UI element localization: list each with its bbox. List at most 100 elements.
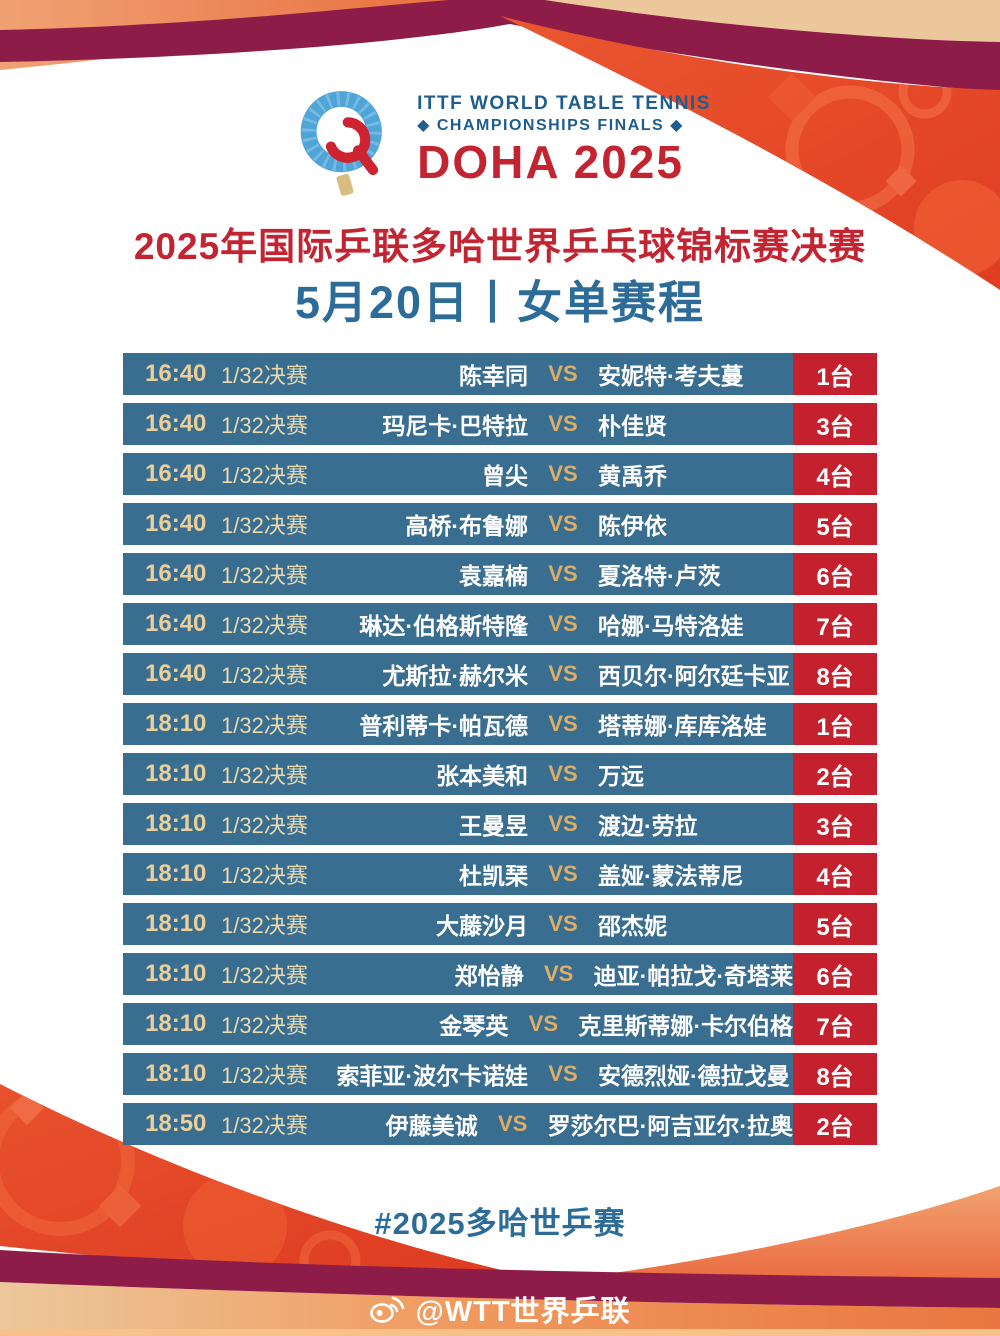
vs-label: VS (548, 1061, 578, 1086)
vs-label: VS (548, 661, 578, 686)
match-round: 1/32决赛 (221, 513, 308, 538)
player-two: 万远 (598, 763, 644, 789)
vs-label: VS (548, 361, 578, 386)
table-badge: 8台 (793, 1053, 877, 1095)
page-subtitle: 5月20日丨女单赛程 (294, 277, 706, 328)
player-two: 夏洛特·卢茨 (598, 563, 721, 589)
match-row: 18:10 1/32决赛 王曼昱 VS 渡边·劳拉 3台 (123, 803, 877, 845)
match-row: 16:40 1/32决赛 尤斯拉·赫尔米 VS 西贝尔·阿尔廷卡亚 8台 (123, 653, 877, 695)
table-badge: 4台 (793, 453, 877, 495)
player-one: 普利蒂卡·帕瓦德 (359, 713, 528, 739)
vs-label: VS (548, 911, 578, 936)
weibo-icon (370, 1296, 405, 1323)
match-round: 1/32决赛 (221, 663, 308, 688)
player-one: 曾尖 (482, 463, 528, 489)
player-two: 黄禹乔 (598, 463, 667, 489)
player-one: 郑怡静 (454, 963, 524, 989)
match-time: 16:40 (145, 360, 207, 387)
table-badge: 5台 (793, 503, 877, 545)
match-time: 18:10 (145, 760, 207, 787)
player-two: 盖娅·蒙法蒂尼 (598, 863, 744, 889)
match-round: 1/32决赛 (221, 413, 308, 438)
player-one: 玛尼卡·巴特拉 (382, 413, 528, 439)
match-round: 1/32决赛 (221, 1113, 308, 1138)
match-row: 18:10 1/32决赛 大藤沙月 VS 邵杰妮 5台 (123, 903, 877, 945)
match-row: 16:40 1/32决赛 琳达·伯格斯特隆 VS 哈娜·马特洛娃 7台 (123, 603, 877, 645)
vs-label: VS (548, 811, 578, 836)
footer-handle-text: @WTT世界乒联 (415, 1296, 631, 1328)
match-round: 1/32决赛 (221, 963, 308, 988)
player-two: 安妮特·考夫蔓 (598, 363, 744, 389)
table-badge: 2台 (793, 1103, 877, 1145)
player-two: 西贝尔·阿尔廷卡亚 (598, 663, 790, 689)
player-two: 迪亚·帕拉戈·奇塔莱 (593, 963, 793, 989)
vs-label: VS (497, 1111, 528, 1136)
match-time: 18:10 (145, 1060, 207, 1087)
vs-label: VS (528, 1011, 558, 1036)
player-two: 陈伊依 (598, 513, 667, 539)
vs-label: VS (548, 761, 578, 786)
event-logo: ITTF WORLD TABLE TENNIS ◆ CHAMPIONSHIPS … (0, 80, 1000, 202)
player-one: 陈幸同 (459, 363, 528, 389)
player-two: 克里斯蒂娜·卡尔伯格 (578, 1013, 793, 1039)
match-round: 1/32决赛 (221, 363, 308, 388)
table-badge: 3台 (793, 803, 877, 845)
logo-line1: ITTF WORLD TABLE TENNIS (417, 92, 711, 114)
match-row: 18:10 1/32决赛 普利蒂卡·帕瓦德 VS 塔蒂娜·库库洛娃 1台 (123, 703, 877, 745)
player-one: 尤斯拉·赫尔米 (382, 663, 528, 689)
table-badge: 7台 (793, 1003, 877, 1045)
match-time: 16:40 (145, 610, 207, 637)
match-round: 1/32决赛 (221, 1063, 308, 1088)
match-round: 1/32决赛 (221, 863, 308, 888)
table-badge: 6台 (793, 953, 877, 995)
player-one: 金琴英 (439, 1013, 509, 1039)
match-time: 18:10 (145, 710, 207, 737)
match-round: 1/32决赛 (221, 563, 308, 588)
match-row: 18:10 1/32决赛 索菲亚·波尔卡诺娃 VS 安德烈娅·德拉戈曼 8台 (123, 1053, 877, 1095)
match-round: 1/32决赛 (221, 713, 308, 738)
match-time: 16:40 (145, 510, 207, 537)
logo-line2: ◆ CHAMPIONSHIPS FINALS ◆ (417, 116, 684, 134)
match-time: 18:10 (145, 960, 207, 987)
table-badge: 1台 (793, 703, 877, 745)
vs-label: VS (548, 611, 578, 636)
vs-label: VS (548, 561, 578, 586)
match-row: 18:10 1/32决赛 杜凯琹 VS 盖娅·蒙法蒂尼 4台 (123, 853, 877, 895)
vs-label: VS (548, 411, 578, 436)
match-round: 1/32决赛 (221, 763, 308, 788)
match-time: 16:40 (145, 660, 207, 687)
player-two: 邵杰妮 (598, 913, 667, 939)
vs-label: VS (543, 961, 574, 986)
player-one: 张本美和 (436, 763, 528, 789)
table-badge: 1台 (793, 353, 877, 395)
schedule-list: 16:40 1/32决赛 陈幸同 VS 安妮特·考夫蔓 1台 16:40 1/3… (123, 353, 877, 1153)
vs-label: VS (548, 861, 578, 886)
match-row: 18:10 1/32决赛 郑怡静 VS 迪亚·帕拉戈·奇塔莱 6台 (123, 953, 877, 995)
table-badge: 3台 (793, 403, 877, 445)
match-row: 16:40 1/32决赛 陈幸同 VS 安妮特·考夫蔓 1台 (123, 353, 877, 395)
match-round: 1/32决赛 (221, 813, 308, 838)
match-round: 1/32决赛 (221, 913, 308, 938)
match-row: 18:10 1/32决赛 张本美和 VS 万远 2台 (123, 753, 877, 795)
match-row: 18:50 1/32决赛 伊藤美诚 VS 罗莎尔巴·阿吉亚尔·拉奥 2台 (123, 1103, 877, 1145)
table-badge: 5台 (793, 903, 877, 945)
player-one: 杜凯琹 (459, 863, 528, 889)
page-title: 2025年国际乒联多哈世界乒乓球锦标赛决赛 (133, 226, 867, 267)
match-row: 16:40 1/32决赛 曾尖 VS 黄禹乔 4台 (123, 453, 877, 495)
player-one: 袁嘉楠 (459, 563, 528, 589)
player-one: 王曼昱 (459, 813, 528, 839)
match-row: 16:40 1/32决赛 袁嘉楠 VS 夏洛特·卢茨 6台 (123, 553, 877, 595)
match-time: 18:10 (145, 1010, 207, 1037)
ittf-q-logo-icon (300, 91, 382, 196)
player-one: 琳达·伯格斯特隆 (359, 613, 528, 639)
table-badge: 7台 (793, 603, 877, 645)
player-two: 渡边·劳拉 (598, 813, 698, 839)
match-time: 18:10 (145, 810, 207, 837)
match-round: 1/32决赛 (221, 613, 308, 638)
match-time: 18:10 (145, 860, 207, 887)
player-two: 塔蒂娜·库库洛娃 (598, 713, 767, 739)
player-one: 索菲亚·波尔卡诺娃 (336, 1063, 528, 1089)
match-time: 16:40 (145, 560, 207, 587)
table-badge: 4台 (793, 853, 877, 895)
table-badge: 2台 (793, 753, 877, 795)
